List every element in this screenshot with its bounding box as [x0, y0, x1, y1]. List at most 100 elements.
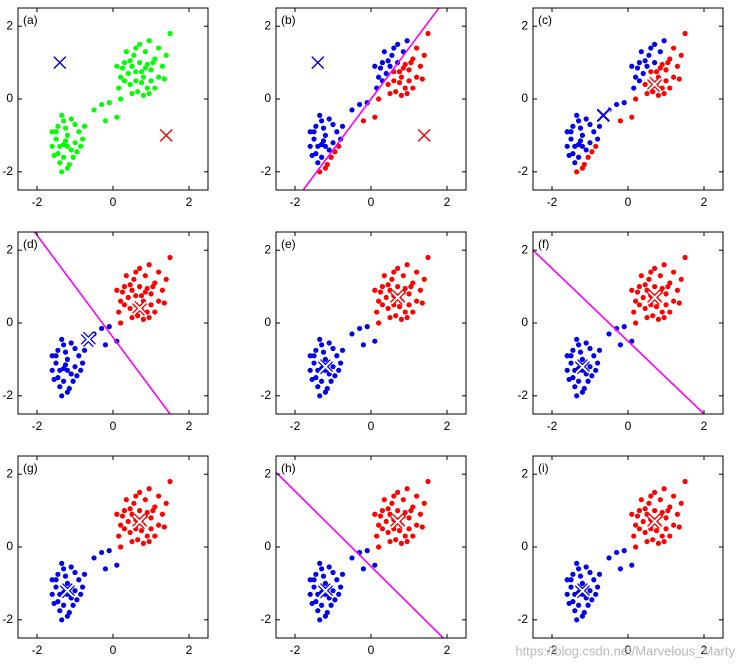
- data-point: [671, 298, 677, 304]
- data-point: [133, 493, 139, 499]
- panel: -2 0 2 -2 0 2 (g): [2, 455, 209, 657]
- y-tick-label: 2: [264, 18, 271, 32]
- data-point: [655, 316, 662, 322]
- data-point: [59, 336, 65, 342]
- data-point: [589, 149, 595, 155]
- data-point: [661, 90, 667, 97]
- data-point: [564, 143, 570, 149]
- data-point: [387, 314, 393, 321]
- data-point: [68, 564, 74, 570]
- data-point: [142, 65, 148, 71]
- data-point: [167, 254, 173, 261]
- data-point: [410, 309, 416, 315]
- data-point: [648, 69, 654, 75]
- data-point: [322, 356, 328, 362]
- data-point: [167, 478, 173, 485]
- data-point: [404, 38, 410, 44]
- data-point: [587, 364, 593, 370]
- data-point: [161, 300, 167, 306]
- data-point: [659, 533, 665, 539]
- panel: -2 0 2 -2 0 2 (e): [260, 231, 467, 433]
- data-point: [406, 78, 412, 84]
- data-point: [406, 515, 412, 521]
- data-point: [61, 154, 67, 160]
- data-point: [127, 506, 133, 512]
- data-point: [133, 45, 139, 51]
- data-point: [591, 577, 597, 583]
- data-point: [387, 511, 393, 517]
- data-point: [631, 85, 637, 91]
- data-point: [606, 555, 612, 561]
- data-point: [648, 45, 654, 51]
- data-point: [574, 393, 580, 399]
- plot-area: [276, 232, 466, 414]
- data-point: [667, 309, 673, 315]
- data-point: [129, 287, 135, 293]
- data-point: [372, 63, 378, 69]
- data-point: [576, 154, 582, 160]
- data-point: [655, 540, 662, 546]
- x-tick-label: -2: [32, 419, 43, 433]
- panel: -2 0 2 -2 0 2 (d): [2, 231, 209, 433]
- data-point: [59, 393, 65, 399]
- data-point: [129, 63, 135, 69]
- data-point: [140, 92, 146, 98]
- data-point: [64, 356, 70, 362]
- data-point: [78, 591, 84, 597]
- data-point: [408, 60, 414, 66]
- data-point: [631, 309, 637, 315]
- data-point: [156, 298, 162, 304]
- data-point: [127, 529, 133, 536]
- data-point: [72, 364, 78, 370]
- data-point: [313, 347, 319, 353]
- plot-content: [307, 254, 431, 399]
- y-tick-label: 0: [264, 91, 271, 105]
- data-point: [404, 314, 410, 321]
- data-point: [410, 85, 416, 91]
- data-point: [665, 508, 671, 514]
- data-point: [385, 58, 391, 64]
- data-point: [72, 569, 78, 576]
- centroid: [159, 128, 173, 142]
- data-point: [640, 70, 646, 77]
- data-point: [118, 320, 124, 326]
- data-point: [406, 302, 412, 308]
- y-tick-label: -2: [260, 388, 271, 402]
- data-point: [652, 60, 658, 66]
- y-tick-label: 0: [6, 315, 13, 329]
- data-point: [328, 154, 334, 160]
- data-point: [595, 584, 601, 590]
- data-point: [99, 325, 105, 332]
- data-point: [59, 560, 65, 566]
- data-point: [121, 78, 127, 84]
- centroid: [647, 514, 662, 529]
- data-point: [596, 123, 603, 129]
- plot-area: [18, 232, 208, 414]
- plot-content: [33, 232, 173, 414]
- x-tick-label: 2: [444, 419, 451, 433]
- y-tick-label: -2: [260, 164, 271, 178]
- data-point: [404, 262, 410, 268]
- data-point: [574, 617, 580, 623]
- data-point: [106, 100, 112, 106]
- data-point: [118, 96, 124, 102]
- data-point: [322, 132, 328, 138]
- data-point: [137, 60, 143, 66]
- data-point: [332, 373, 338, 379]
- x-tick-label: 0: [368, 419, 375, 433]
- panel-label: (a): [23, 13, 38, 27]
- data-point: [161, 524, 167, 530]
- data-point: [376, 298, 382, 304]
- data-point: [121, 302, 127, 308]
- data-point: [307, 143, 313, 149]
- data-point: [55, 571, 61, 577]
- data-point: [114, 63, 120, 69]
- data-point: [585, 602, 591, 608]
- data-point: [118, 544, 124, 550]
- data-point: [395, 508, 401, 514]
- data-point: [379, 526, 385, 532]
- data-point: [320, 125, 327, 131]
- x-tick-label: 0: [368, 643, 375, 657]
- data-point: [678, 500, 684, 506]
- data-point: [372, 511, 378, 517]
